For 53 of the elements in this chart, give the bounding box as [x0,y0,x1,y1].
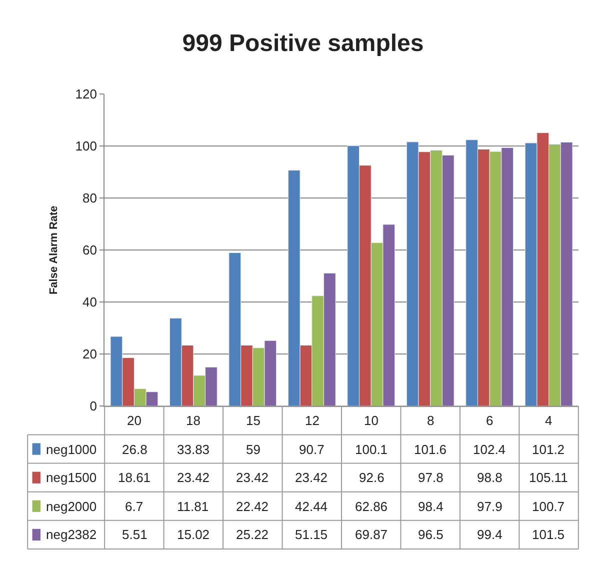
data-label: 33.83 [177,442,210,457]
data-label: 18.61 [118,470,151,485]
data-label: 96.5 [418,527,444,542]
x-tick-label: 6 [486,413,494,428]
data-label: 101.5 [532,527,565,542]
legend-label: neg1500 [46,470,97,485]
data-label: 98.4 [418,499,444,514]
data-label: 98.8 [477,470,502,485]
data-label: 100.1 [355,442,388,457]
data-label: 51.15 [295,527,328,542]
data-label: 5.51 [122,527,148,542]
data-label: 105.11 [529,470,568,485]
legend-label: neg2382 [46,527,97,542]
data-label: 22.42 [236,499,269,514]
data-label: 42.44 [295,499,328,514]
data-label: 102.4 [473,442,506,457]
data-label: 25.22 [236,527,269,542]
y-axis-title: False Alarm Rate [48,206,60,295]
data-label: 97.8 [418,470,444,485]
data-label: 69.87 [355,527,388,542]
data-label: 23.42 [177,470,210,485]
x-tick-label: 15 [246,413,260,428]
y-tick-label: 40 [82,294,97,310]
data-label: 90.7 [299,442,324,457]
legend-label: neg2000 [46,499,97,514]
data-label: 11.81 [177,499,209,514]
x-tick-label: 8 [427,413,434,428]
y-tick-label: 120 [75,86,97,102]
data-label: 101.2 [532,442,565,457]
y-tick-label: 0 [90,398,97,414]
data-label: 100.7 [532,499,565,514]
x-tick-label: 4 [545,413,552,428]
y-tick-label: 100 [75,138,97,154]
data-label: 6.7 [125,499,144,514]
legend-label: neg1000 [46,442,97,457]
data-label: 15.02 [177,527,210,542]
x-tick-label: 10 [364,413,378,428]
x-tick-label: 12 [305,413,320,428]
data-label: 101.6 [414,442,447,457]
y-tick-label: 20 [82,346,97,362]
x-tick-label: 18 [186,413,200,428]
y-tick-label: 80 [82,190,97,206]
data-label: 26.8 [122,442,148,457]
data-label: 23.42 [236,470,269,485]
data-label: 62.86 [355,499,388,514]
data-label: 23.42 [295,470,328,485]
data-label: 99.4 [477,527,502,542]
chart-title: 999 Positive samples [182,30,424,57]
x-tick-label: 20 [127,413,142,428]
data-label: 59 [246,442,260,457]
y-tick-label: 60 [82,242,97,258]
data-label: 97.9 [477,499,502,514]
data-label: 92.6 [359,470,384,485]
